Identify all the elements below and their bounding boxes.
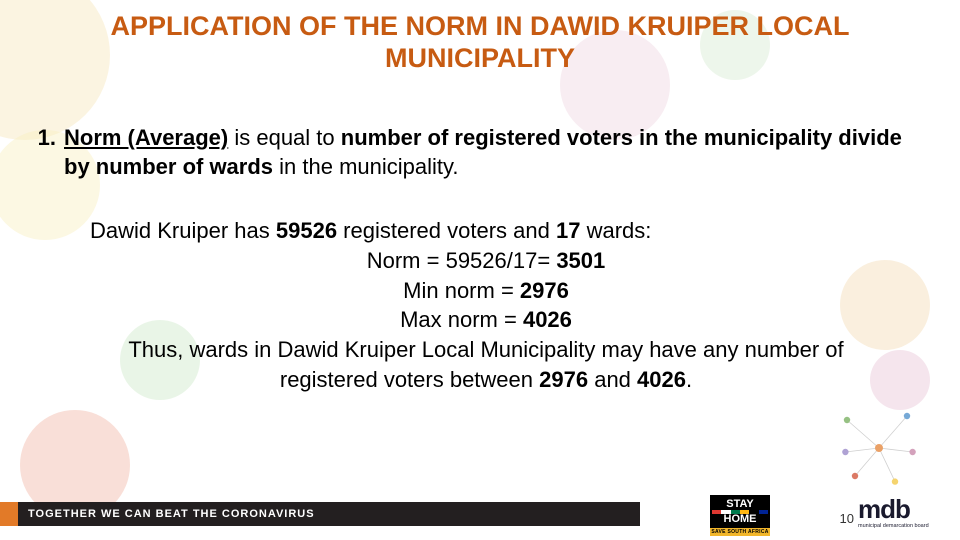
stay-home-badge: STAY HOME SAVE SOUTH AFRICA (710, 495, 770, 536)
txt: . (686, 367, 692, 392)
slide-body: 1. Norm (Average) is equal to number of … (0, 75, 960, 395)
min-norm: Min norm = 2976 (90, 276, 882, 306)
footer-stripe-icon (0, 502, 18, 526)
example-block: Dawid Kruiper has 59526 registered voter… (28, 216, 932, 394)
txt: Norm = 59526/17= (367, 248, 557, 273)
mdb-logo-subtext: municipal demarcation board (858, 523, 954, 529)
mdb-logo-text: mdb (858, 494, 910, 524)
stay-home-sub: SAVE SOUTH AFRICA (710, 528, 770, 536)
mdb-logo: mdb municipal demarcation board (858, 494, 954, 536)
txt: Thus, wards in Dawid Kruiper Local Munic… (128, 337, 843, 392)
min-norm-value: 2976 (520, 278, 569, 303)
max-norm: Max norm = 4026 (90, 305, 882, 335)
decorative-network-icon (834, 408, 924, 488)
def-tail: in the municipality. (273, 154, 458, 179)
txt: STAY (726, 498, 754, 510)
norm-equation: Norm = 59526/17= 3501 (90, 246, 882, 276)
footer-slogan: TOGETHER WE CAN BEAT THE CORONAVIRUS (28, 508, 315, 520)
txt: wards: (580, 218, 651, 243)
example-line1: Dawid Kruiper has 59526 registered voter… (90, 216, 882, 246)
stay-home-top: STAY HOME (710, 495, 770, 528)
footer-bar: TOGETHER WE CAN BEAT THE CORONAVIRUS (0, 502, 640, 526)
footer: TOGETHER WE CAN BEAT THE CORONAVIRUS STA… (0, 488, 960, 540)
concl-min: 2976 (539, 367, 588, 392)
wards-count: 17 (556, 218, 580, 243)
txt: and (588, 367, 637, 392)
list-body: Norm (Average) is equal to number of reg… (64, 123, 932, 182)
list-number: 1. (28, 123, 64, 153)
txt: Max norm = (400, 307, 523, 332)
voters-count: 59526 (276, 218, 337, 243)
txt: HOME (724, 513, 757, 525)
txt: Dawid Kruiper has (90, 218, 276, 243)
txt: registered voters and (337, 218, 556, 243)
max-norm-value: 4026 (523, 307, 572, 332)
txt: Min norm = (403, 278, 520, 303)
norm-value: 3501 (556, 248, 605, 273)
conclusion: Thus, wards in Dawid Kruiper Local Munic… (90, 335, 882, 394)
concl-max: 4026 (637, 367, 686, 392)
norm-term: Norm (Average) (64, 125, 228, 150)
page-number: 10 (840, 511, 854, 526)
slide-title: APPLICATION OF THE NORM IN DAWID KRUIPER… (0, 0, 960, 75)
def-text: is equal to (228, 125, 341, 150)
list-item: 1. Norm (Average) is equal to number of … (28, 123, 932, 182)
